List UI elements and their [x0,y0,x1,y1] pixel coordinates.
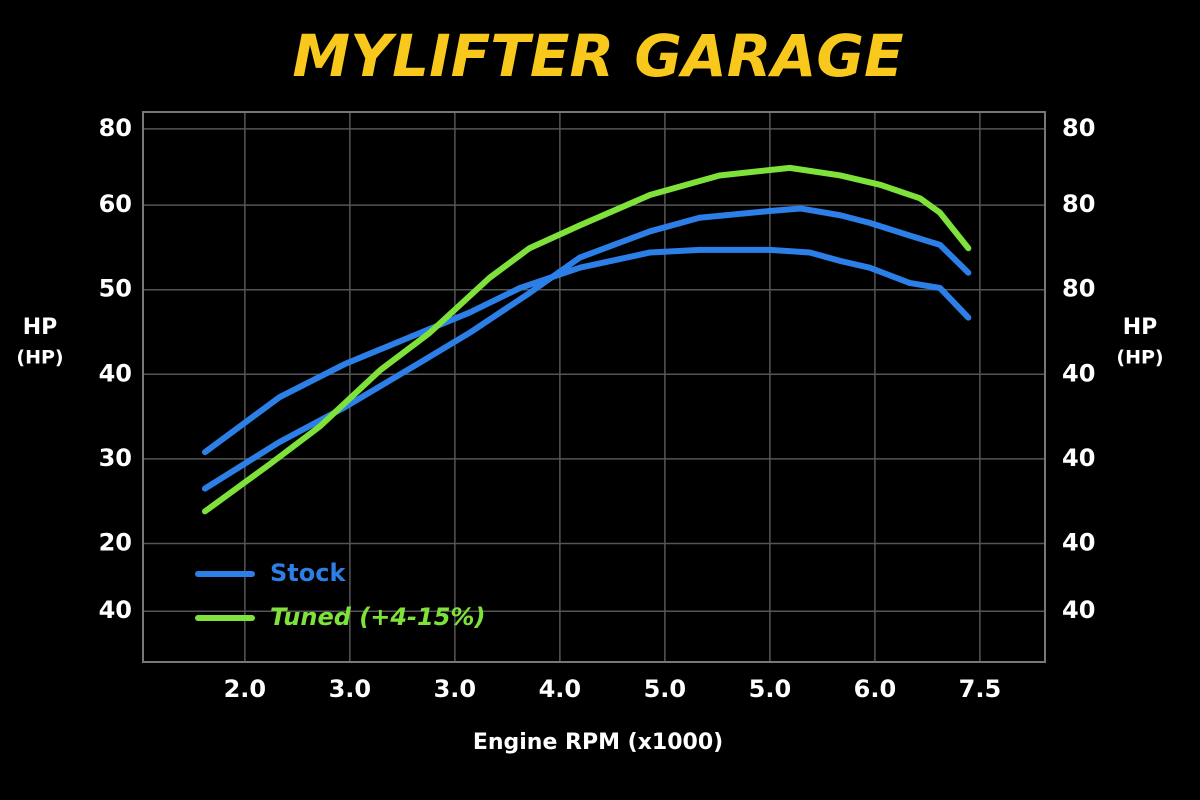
y2-tick-label: 80 [1062,275,1095,303]
x-tick-label: 7.5 [959,675,1002,703]
y-tick-label: 40 [99,596,132,624]
y2-axis-title: HP [1123,315,1158,340]
y2-tick-label: 40 [1062,359,1095,387]
y2-tick-label: 40 [1062,529,1095,557]
legend-label: Stock [270,559,346,587]
x-tick-label: 5.0 [749,675,792,703]
x-axis-title: Engine RPM (x1000) [473,730,723,755]
y-tick-label: 40 [99,359,132,387]
series-line [201,164,972,515]
y2-axis-unit: (HP) [1116,347,1163,369]
y2-tick-label: 80 [1062,114,1095,142]
x-tick-label: 3.0 [434,675,477,703]
y-tick-label: 80 [99,114,132,142]
y-axis-unit: (HP) [16,347,63,369]
x-tick-label: 4.0 [539,675,582,703]
x-tick-label: 2.0 [224,675,267,703]
y-tick-label: 20 [99,529,132,557]
chart-title: MYLIFTER GARAGE [292,22,903,90]
x-tick-label: 3.0 [329,675,372,703]
legend-label: Tuned (+4-15%) [270,603,485,631]
y2-tick-label: 40 [1062,596,1095,624]
y-tick-label: 60 [99,190,132,218]
series-line [201,205,972,492]
plot-frame [142,111,1046,663]
y2-tick-label: 40 [1062,444,1095,472]
y-tick-label: 50 [99,275,132,303]
y-axis-title: HP [23,315,58,340]
x-tick-label: 5.0 [644,675,687,703]
y-tick-label: 30 [99,444,132,472]
x-tick-label: 6.0 [854,675,897,703]
series-line [201,246,972,456]
y2-tick-label: 80 [1062,190,1095,218]
